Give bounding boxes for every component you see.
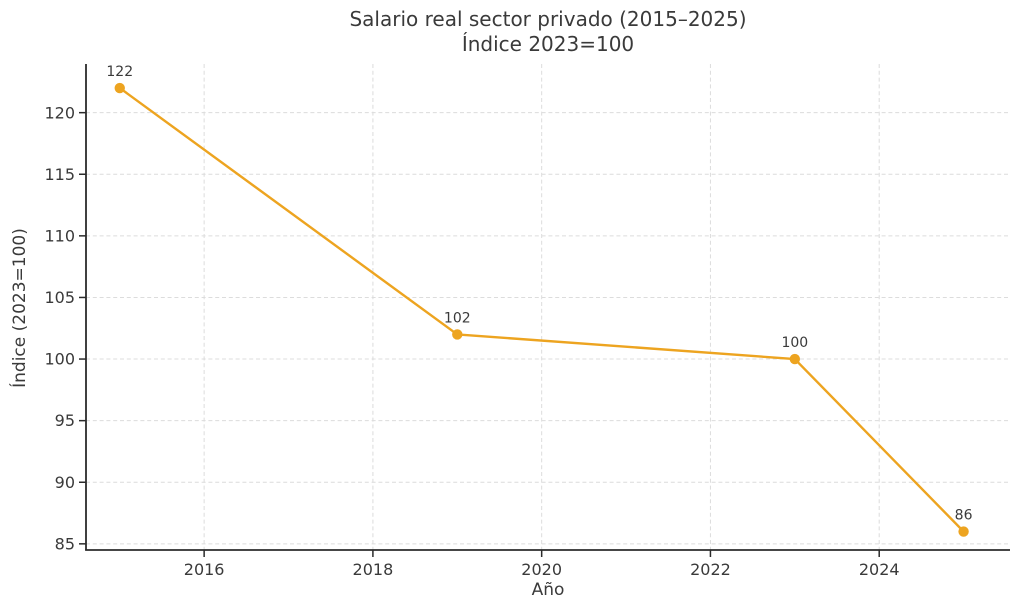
- data-point-label-2015: 122: [106, 64, 133, 80]
- y-tick-label-110: 110: [44, 226, 75, 245]
- x-tick-label-2016: 2016: [184, 560, 225, 579]
- y-tick-label-85: 85: [55, 534, 75, 553]
- data-point-label-2023: 100: [781, 335, 808, 351]
- x-tick-label-2018: 2018: [353, 560, 394, 579]
- data-point-label-2025: 86: [955, 508, 973, 524]
- x-tick-label-2020: 2020: [521, 560, 562, 579]
- y-tick-label-90: 90: [55, 473, 75, 492]
- x-tick-label-2022: 2022: [690, 560, 731, 579]
- chart-title: Salario real sector privado (2015–2025) …: [86, 7, 1010, 57]
- chart-title-line1: Salario real sector privado (2015–2025): [349, 7, 747, 31]
- x-axis-label: Año: [531, 580, 565, 600]
- y-tick-label-95: 95: [55, 411, 75, 430]
- data-point-label-2019: 102: [444, 310, 471, 326]
- x-tick-label-2024: 2024: [859, 560, 900, 579]
- y-tick-label-100: 100: [44, 350, 75, 369]
- data-point-2023: [789, 353, 801, 365]
- data-point-2015: [114, 82, 125, 94]
- data-point-2025: [958, 526, 969, 537]
- y-tick-label-115: 115: [44, 165, 75, 184]
- chart-title-line2: Índice 2023=100: [461, 32, 635, 56]
- y-tick-label-105: 105: [44, 288, 75, 307]
- data-point-2019: [452, 329, 463, 340]
- y-tick-label-120: 120: [44, 103, 75, 122]
- data-line: [118, 86, 965, 533]
